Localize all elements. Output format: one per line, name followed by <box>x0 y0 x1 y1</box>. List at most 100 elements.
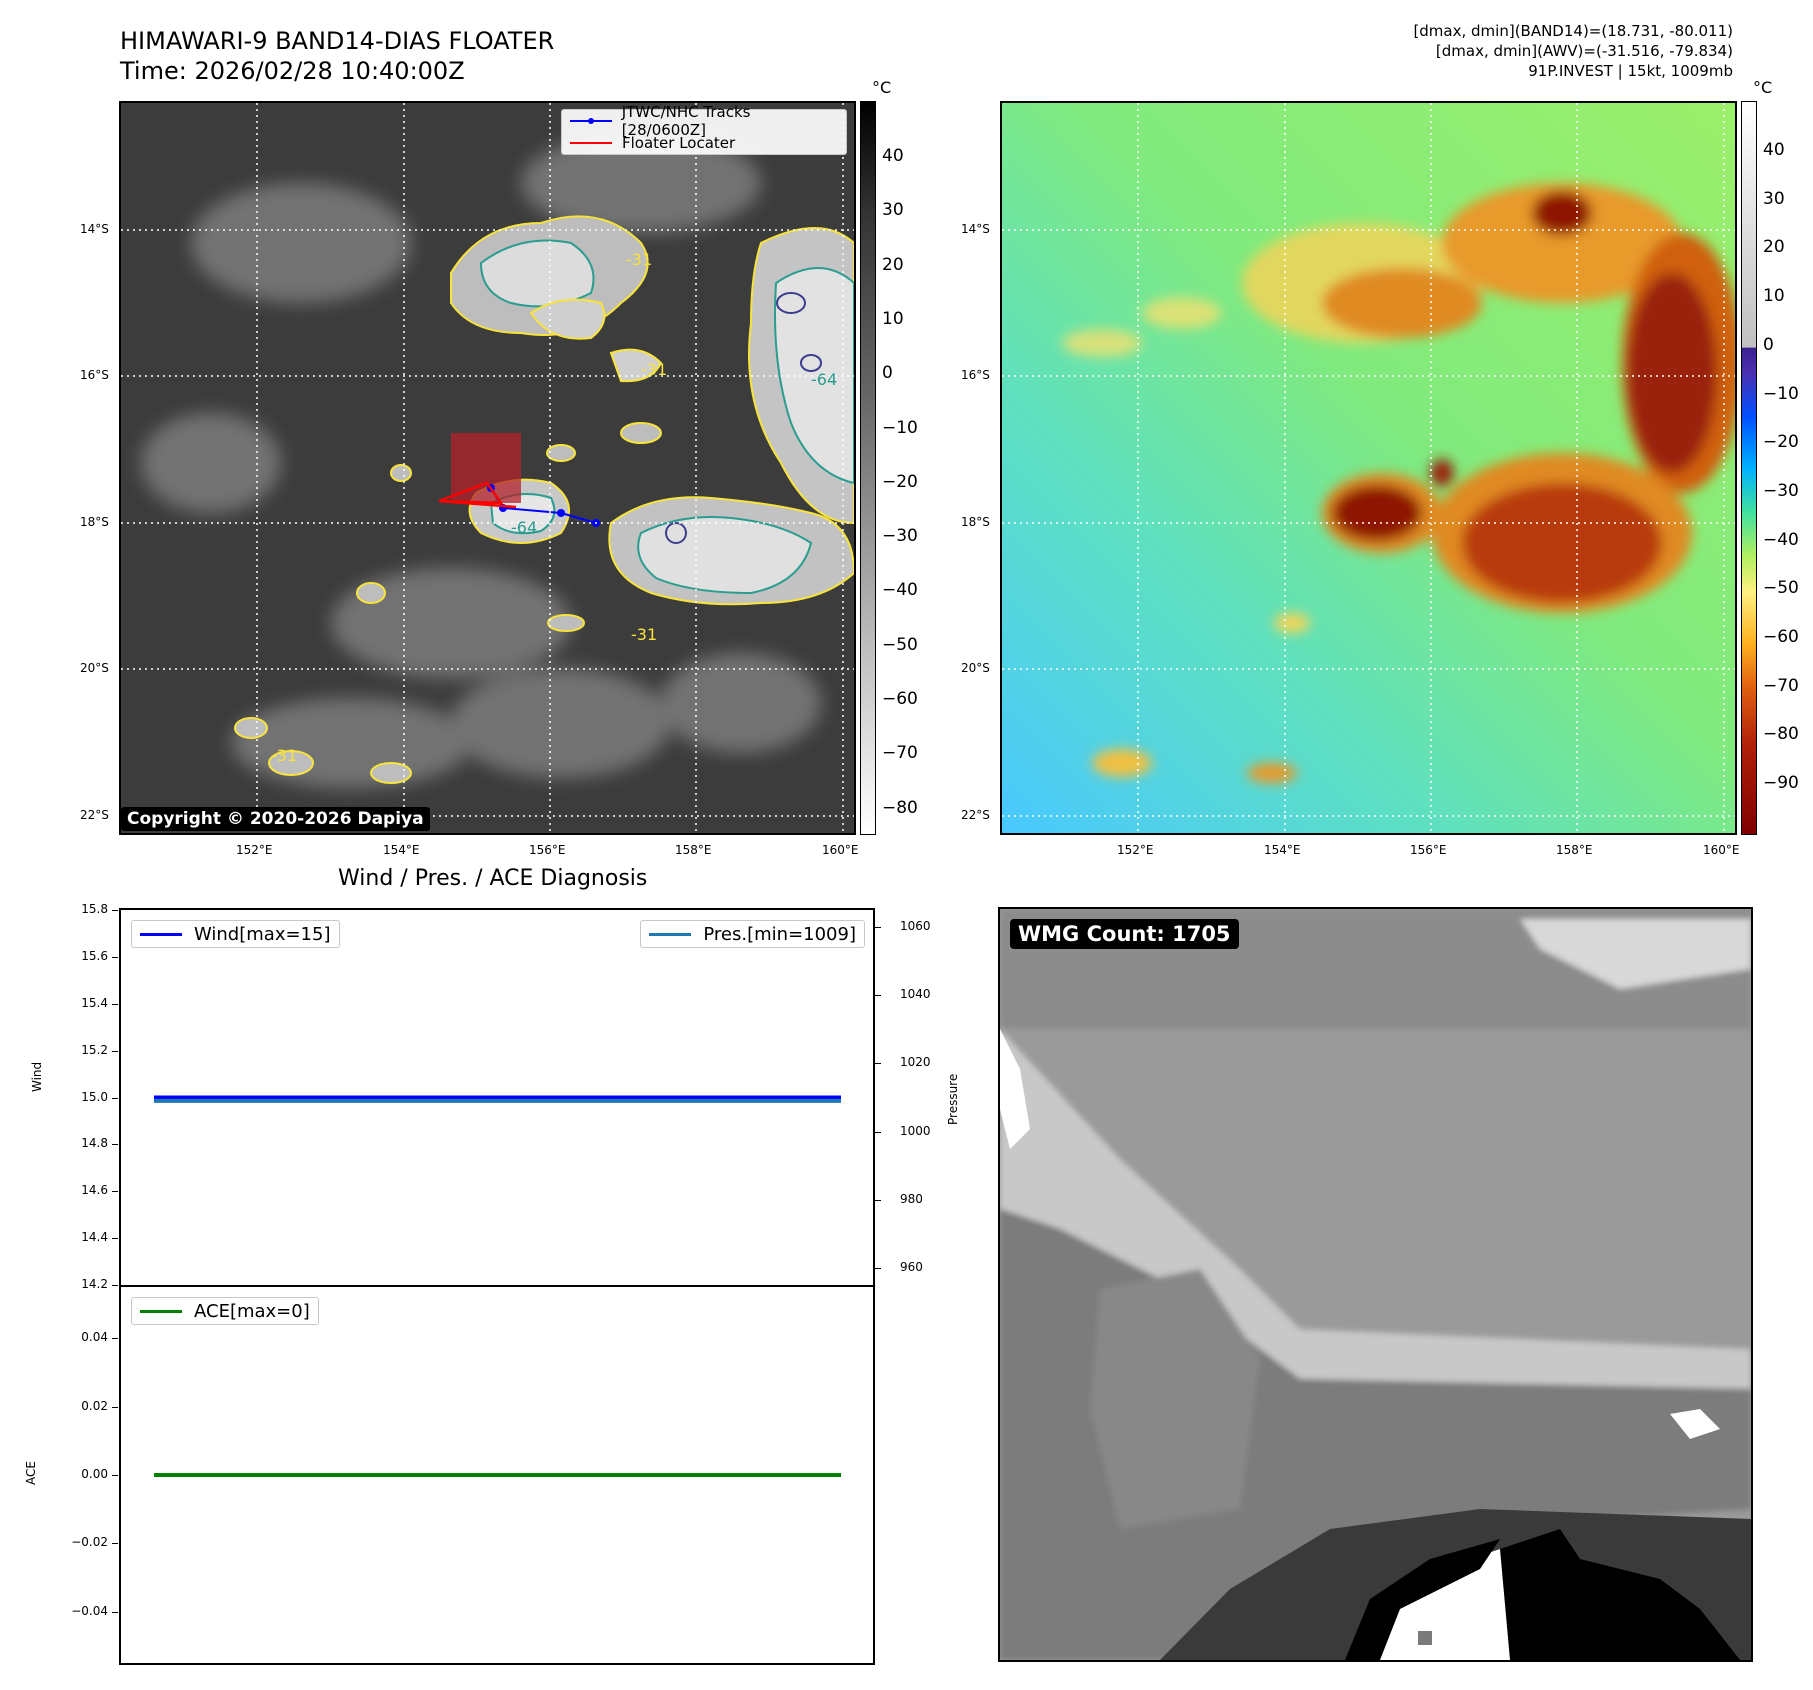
pressure-tick: 980 <box>900 1191 923 1206</box>
wind-tick-mark <box>112 1285 118 1286</box>
copyright-label: Copyright © 2020-2026 Dapiya <box>121 807 430 831</box>
color-colorbar-tick: 30 <box>1763 188 1785 209</box>
contour-label: -64 <box>811 370 837 389</box>
contour-label: -31 <box>626 250 652 269</box>
gray-colorbar-tick: −40 <box>882 580 918 601</box>
wind-tick-mark <box>112 910 118 911</box>
diag-title: Wind / Pres. / ACE Diagnosis <box>338 866 648 891</box>
ace-tick: −0.02 <box>71 1535 108 1550</box>
ace-tick: 0.02 <box>81 1398 108 1413</box>
wind-tick-mark <box>112 1191 118 1193</box>
ace-tick: 0.04 <box>81 1330 108 1345</box>
gray-colorbar-tick: −30 <box>882 526 918 547</box>
ace-tick: 0.00 <box>81 1467 108 1481</box>
pressure-tick-mark <box>875 1199 881 1201</box>
gray-colorbar-tick: −50 <box>882 634 918 655</box>
wind-tick-mark <box>112 1097 118 1099</box>
gray-colorbar-tick: 10 <box>882 308 904 329</box>
ace-tick: −0.04 <box>71 1603 108 1618</box>
ace-axis-label: ACE <box>24 1461 38 1485</box>
ace-tick-mark <box>112 1543 118 1545</box>
wind-tick: 14.8 <box>81 1136 108 1151</box>
pressure-tick: 1060 <box>900 919 931 934</box>
color-colorbar-tick: 10 <box>1763 286 1785 307</box>
color-colorbar-tick: −40 <box>1763 529 1799 550</box>
pressure-tick: 1040 <box>900 987 931 1002</box>
lat-label: 18°S <box>961 515 990 529</box>
gray-colorbar-tick: −70 <box>882 743 918 764</box>
color-colorbar-tick: 0 <box>1763 334 1774 355</box>
contour-label: -31 <box>631 625 657 644</box>
pressure-tick: 1020 <box>900 1055 931 1070</box>
legend-pressure: Pres.[min=1009] <box>640 920 865 948</box>
ir-gray-map: -31 -31 -64 -31 -31 -64 JTWC/NHC Tracks … <box>119 101 856 835</box>
wind-tick: 15.6 <box>81 948 108 963</box>
color-colorbar <box>1741 101 1757 835</box>
ace-tick-mark <box>112 1611 118 1613</box>
gray-colorbar <box>860 101 876 835</box>
pressure-tick-mark <box>875 1267 881 1269</box>
wind-tick: 15.0 <box>81 1089 108 1104</box>
wind-tick-mark <box>112 1238 118 1240</box>
color-colorbar-tick: −50 <box>1763 578 1799 599</box>
lon-label: 154°E <box>383 843 420 857</box>
color-colorbar-tick: 40 <box>1763 140 1785 160</box>
gray-colorbar-tick: −20 <box>882 471 918 492</box>
lat-label: 20°S <box>80 661 109 675</box>
lon-label: 160°E <box>822 843 859 857</box>
contour-label: -31 <box>271 746 297 765</box>
color-colorbar-tick: −80 <box>1763 724 1799 745</box>
figure-time: Time: 2026/02/28 10:40:00Z <box>120 57 465 85</box>
color-colorbar-tick: −10 <box>1763 383 1799 404</box>
color-colorbar-tick: 20 <box>1763 237 1785 258</box>
legend-wind: Wind[max=15] <box>131 920 340 948</box>
wind-tick: 15.8 <box>81 902 108 916</box>
gray-colorbar-tick: 40 <box>882 146 904 166</box>
map-legend: JTWC/NHC Tracks [28/0600Z] Floater Locat… <box>561 103 847 155</box>
ace-tick-mark <box>112 1338 118 1340</box>
lat-label: 20°S <box>961 661 990 675</box>
gray-colorbar-tick: 30 <box>882 200 904 221</box>
lat-label: 14°S <box>961 222 990 236</box>
legend-floater-label: Floater Locater <box>622 134 736 152</box>
lat-label: 16°S <box>80 368 109 382</box>
wind-tick: 15.2 <box>81 1042 108 1057</box>
lat-label: 22°S <box>80 808 109 822</box>
gray-colorbar-tick: −10 <box>882 417 918 438</box>
lat-label: 22°S <box>961 808 990 822</box>
legend-tracks-label: JTWC/NHC Tracks [28/0600Z] <box>621 103 751 139</box>
color-colorbar-tick: −30 <box>1763 480 1799 501</box>
pressure-tick: 1000 <box>900 1123 931 1138</box>
pressure-tick-mark <box>875 927 881 929</box>
wind-tick-mark <box>112 1050 118 1052</box>
ace-plot: ACE[max=0] <box>119 1285 875 1665</box>
wind-tick-mark <box>112 956 118 958</box>
lon-label: 156°E <box>529 843 566 857</box>
color-colorbar-tick: −70 <box>1763 675 1799 696</box>
wind-tick: 14.4 <box>81 1230 108 1245</box>
ace-tick-mark <box>112 1406 118 1408</box>
figure-title: HIMAWARI-9 BAND14-DIAS FLOATER <box>120 27 555 55</box>
contour-label: -31 <box>641 360 667 379</box>
ace-tick-mark <box>112 1475 118 1476</box>
legend-pressure-label: Pres.[min=1009] <box>703 923 856 945</box>
wind-tick: 15.4 <box>81 995 108 1010</box>
ir-color-map <box>1000 101 1737 835</box>
wind-tick-mark <box>112 1003 118 1005</box>
wind-tick: 14.2 <box>81 1277 108 1291</box>
wind-tick: 14.6 <box>81 1183 108 1198</box>
color-colorbar-tick: −90 <box>1763 773 1799 794</box>
wmg-count-label: WMG Count: 1705 <box>1010 919 1239 949</box>
lon-label: 152°E <box>236 843 273 857</box>
lat-label: 18°S <box>80 515 109 529</box>
wind-tick-mark <box>112 1144 118 1146</box>
legend-ace: ACE[max=0] <box>131 1297 319 1325</box>
lon-label: 156°E <box>1410 843 1447 857</box>
dmax-dmin-band14: [dmax, dmin](BAND14)=(18.731, -80.011) <box>1413 22 1733 40</box>
lon-label: 154°E <box>1264 843 1301 857</box>
gray-colorbar-tick: −80 <box>882 797 918 818</box>
gray-colorbar-unit: °C <box>872 78 892 97</box>
contour-label: -64 <box>511 518 537 537</box>
lon-label: 152°E <box>1117 843 1154 857</box>
pressure-axis-label: Pressure <box>946 1073 960 1125</box>
